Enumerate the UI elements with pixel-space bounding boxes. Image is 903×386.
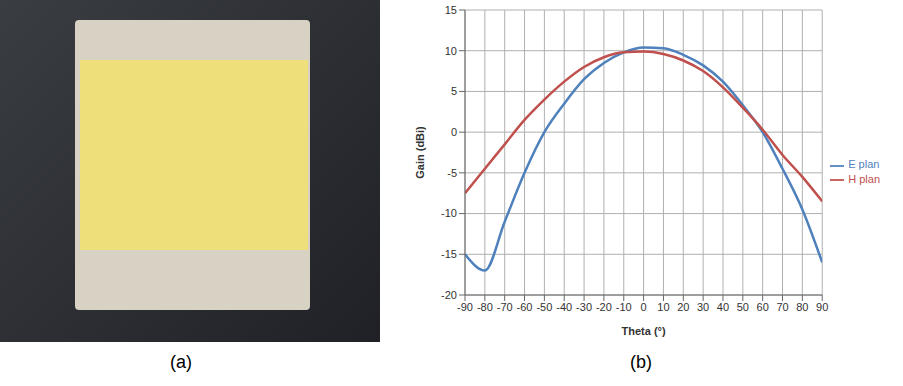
html-text:H plan: H plan: [848, 172, 880, 185]
svg-text:-10: -10: [616, 301, 632, 313]
svg-text:Theta (°): Theta (°): [622, 325, 666, 337]
svg-text:40: 40: [717, 301, 729, 313]
svg-text:-50: -50: [536, 301, 552, 313]
svg-text:-15: -15: [441, 248, 457, 260]
svg-text:-30: -30: [576, 301, 592, 313]
svg-text:-60: -60: [517, 301, 533, 313]
svg-text:0: 0: [451, 126, 457, 138]
svg-text:50: 50: [737, 301, 749, 313]
svg-text:80: 80: [796, 301, 808, 313]
svg-text:60: 60: [757, 301, 769, 313]
svg-text:-70: -70: [497, 301, 513, 313]
svg-text:90: 90: [816, 301, 828, 313]
svg-text:20: 20: [677, 301, 689, 313]
html-text:(a): (a): [170, 352, 192, 372]
svg-text:-5: -5: [447, 167, 457, 179]
svg-text:15: 15: [445, 4, 457, 16]
svg-text:-20: -20: [596, 301, 612, 313]
html-text:(b): (b): [630, 352, 652, 372]
svg-text:10: 10: [657, 301, 669, 313]
svg-text:70: 70: [776, 301, 788, 313]
svg-text:-40: -40: [556, 301, 572, 313]
svg-text:-10: -10: [441, 207, 457, 219]
svg-text:10: 10: [445, 45, 457, 57]
svg-text:Gain (dBi): Gain (dBi): [414, 126, 426, 179]
svg-text:-20: -20: [441, 289, 457, 301]
svg-text:-90: -90: [457, 301, 473, 313]
svg-text:0: 0: [641, 301, 647, 313]
svg-text:-80: -80: [477, 301, 493, 313]
svg-text:30: 30: [697, 301, 709, 313]
html-text:E plan: E plan: [848, 158, 880, 171]
svg-text:5: 5: [451, 85, 457, 97]
